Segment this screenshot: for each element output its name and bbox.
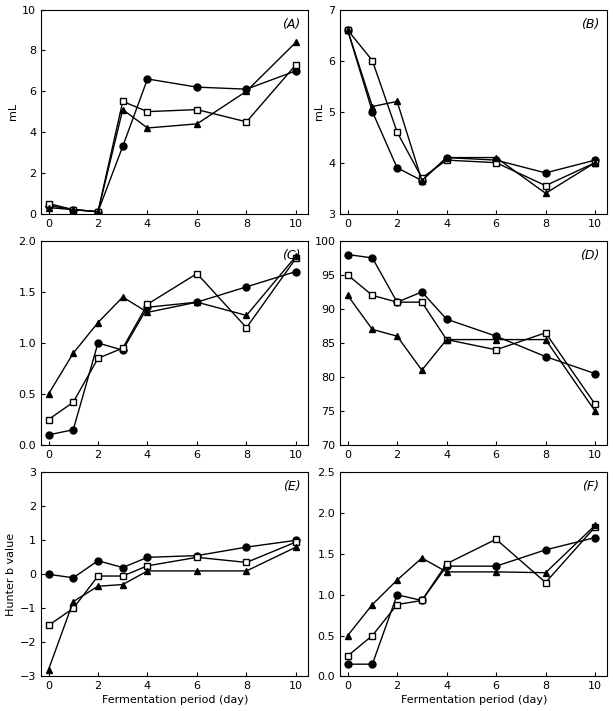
Text: (D): (D): [580, 249, 600, 262]
Text: (C): (C): [282, 249, 300, 262]
Y-axis label: Hunter b value: Hunter b value: [6, 533, 15, 616]
Text: (F): (F): [582, 481, 600, 493]
X-axis label: Fermentation period (day): Fermentation period (day): [102, 695, 248, 705]
Text: (E): (E): [283, 481, 300, 493]
Text: mL: mL: [314, 103, 324, 120]
Text: (B): (B): [581, 18, 600, 31]
Text: (A): (A): [282, 18, 300, 31]
X-axis label: Fermentation period (day): Fermentation period (day): [401, 695, 547, 705]
Y-axis label: mL: mL: [8, 103, 18, 120]
